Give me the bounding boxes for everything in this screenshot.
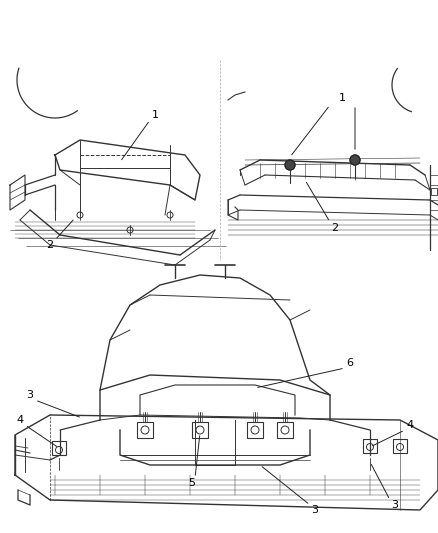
Text: 3: 3 [27, 390, 33, 400]
Text: 2: 2 [332, 223, 339, 233]
Circle shape [285, 160, 295, 170]
Text: 5: 5 [188, 478, 195, 488]
Text: 2: 2 [46, 240, 53, 250]
Text: 3: 3 [392, 500, 399, 510]
Text: 4: 4 [17, 415, 24, 425]
Text: 1: 1 [339, 93, 346, 103]
Text: 1: 1 [152, 110, 159, 120]
Text: 3: 3 [311, 505, 318, 515]
Circle shape [350, 155, 360, 165]
Text: 4: 4 [406, 420, 413, 430]
Text: 6: 6 [346, 358, 353, 368]
